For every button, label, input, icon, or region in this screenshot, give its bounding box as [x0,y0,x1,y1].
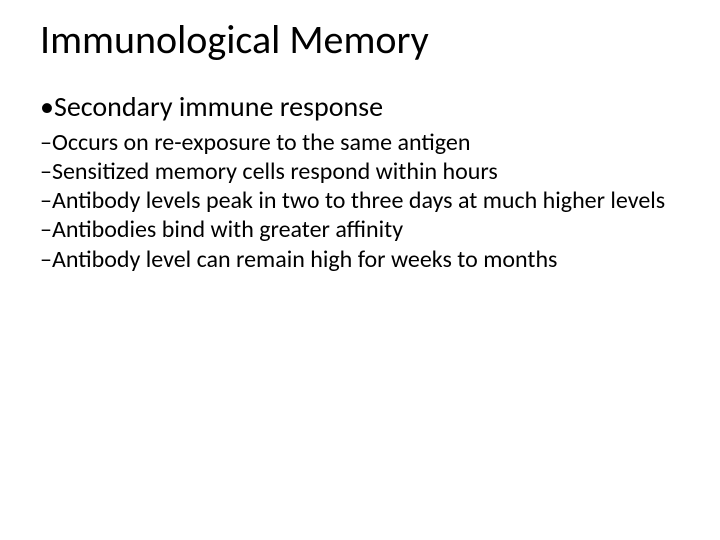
dash-icon: – [40,245,52,274]
dash-icon: – [40,215,52,244]
slide-title: Immunological Memory [40,18,680,62]
subpoint: –Antibody level can remain high for week… [40,245,680,274]
subpoint-text: Antibody level can remain high for weeks… [52,245,558,274]
slide: Immunological Memory •Secondary immune r… [0,0,720,540]
dash-icon: – [40,128,52,157]
subpoint-text: Sensitized memory cells respond within h… [52,157,498,186]
dash-icon: – [40,157,52,186]
subpoint: –Occurs on re-exposure to the same antig… [40,128,680,157]
bullet-primary: •Secondary immune response [40,90,680,124]
dash-icon: – [40,186,52,215]
subpoint-text: Antibodies bind with greater affinity [52,215,403,244]
subpoint: –Antibody levels peak in two to three da… [40,186,680,215]
subpoint-text: Antibody levels peak in two to three day… [52,186,665,215]
bullet-marker: • [40,89,54,124]
subpoint: –Antibodies bind with greater affinity [40,215,680,244]
subpoint: –Sensitized memory cells respond within … [40,157,680,186]
subpoint-text: Occurs on re-exposure to the same antige… [52,128,470,157]
bullet-text: Secondary immune response [54,89,383,124]
